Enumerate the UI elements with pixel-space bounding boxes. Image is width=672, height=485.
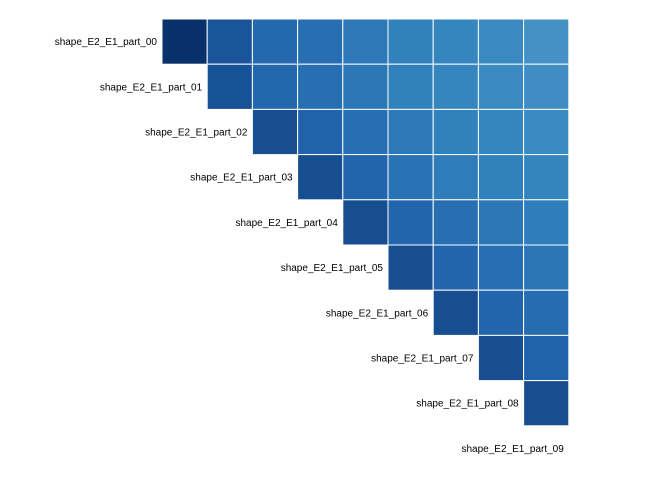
heatmap-cell-r1-c1 (206, 63, 253, 110)
heatmap-cell-r0-c0 (161, 18, 208, 65)
heatmap-cell-r2-c8 (523, 108, 570, 156)
row-label-9: shape_E2_E1_part_09 (461, 444, 564, 455)
heatmap-cell-r2-c5 (387, 108, 434, 156)
heatmap-cell-r1-c2 (251, 63, 299, 110)
row-label-4: shape_E2_E1_part_04 (235, 218, 338, 229)
heatmap-cell-r1-c5 (387, 63, 434, 110)
heatmap-cell-r0-c4 (342, 18, 389, 65)
heatmap-cell-r4-c7 (477, 199, 525, 246)
heatmap-cell-r3-c4 (342, 154, 389, 201)
heatmap-cell-r2-c6 (432, 108, 479, 156)
heatmap-cell-r3-c8 (523, 154, 570, 201)
heatmap-cell-r2-c2 (251, 108, 299, 156)
row-label-2: shape_E2_E1_part_02 (145, 128, 248, 139)
heatmap-cell-r0-c2 (251, 18, 299, 65)
heatmap-cell-r2-c7 (477, 108, 525, 156)
heatmap-cell-r5-c5 (387, 244, 434, 291)
heatmap-cell-r1-c8 (523, 63, 570, 110)
row-label-1: shape_E2_E1_part_01 (100, 82, 203, 93)
row-label-0: shape_E2_E1_part_00 (55, 37, 158, 48)
heatmap-cell-r4-c4 (342, 199, 389, 246)
heatmap-cell-r1-c4 (342, 63, 389, 110)
heatmap-cell-r0-c6 (432, 18, 479, 65)
heatmap-cell-r6-c8 (523, 289, 570, 336)
heatmap-cell-r4-c8 (523, 199, 570, 246)
heatmap-cell-r0-c1 (206, 18, 253, 65)
heatmap-cell-r0-c5 (387, 18, 434, 65)
heatmap-cell-r6-c6 (432, 289, 479, 336)
heatmap-cell-r5-c6 (432, 244, 479, 291)
row-label-3: shape_E2_E1_part_03 (190, 173, 293, 184)
heatmap-cell-r0-c7 (477, 18, 525, 65)
heatmap-cell-r1-c7 (477, 63, 525, 110)
row-label-7: shape_E2_E1_part_07 (371, 354, 474, 365)
heatmap-cell-r3-c5 (387, 154, 434, 201)
heatmap-cell-r4-c6 (432, 199, 479, 246)
heatmap-cell-r6-c7 (477, 289, 525, 336)
row-label-5: shape_E2_E1_part_05 (281, 263, 384, 274)
heatmap-cell-r3-c7 (477, 154, 525, 201)
heatmap-cell-r0-c3 (297, 18, 344, 65)
heatmap-cell-r1-c6 (432, 63, 479, 110)
heatmap-cell-r1-c3 (297, 63, 344, 110)
row-label-6: shape_E2_E1_part_06 (326, 308, 429, 319)
heatmap-cell-r3-c3 (297, 154, 344, 201)
heatmap-cell-r4-c5 (387, 199, 434, 246)
heatmap-cell-r7-c8 (523, 334, 570, 382)
heatmap-cell-r7-c7 (477, 334, 525, 382)
heatmap-cell-r2-c4 (342, 108, 389, 156)
row-label-8: shape_E2_E1_part_08 (416, 399, 519, 410)
heatmap-cell-r5-c8 (523, 244, 570, 291)
heatmap-cell-r8-c8 (523, 380, 570, 427)
heatmap-cell-r3-c6 (432, 154, 479, 201)
heatmap-cell-r2-c3 (297, 108, 344, 156)
heatmap-cell-r5-c7 (477, 244, 525, 291)
heatmap-cell-r0-c8 (523, 18, 570, 65)
